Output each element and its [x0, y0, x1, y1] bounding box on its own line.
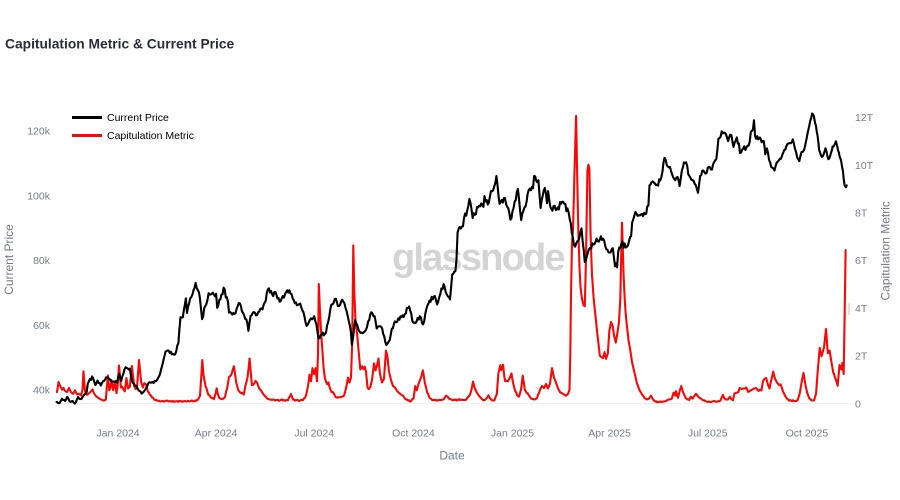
svg-text:40k: 40k — [33, 385, 51, 397]
svg-text:Date: Date — [439, 449, 465, 463]
svg-text:glassnode: glassnode — [392, 237, 564, 279]
svg-text:Capitulation Metric & Current: Capitulation Metric & Current Price — [5, 37, 235, 52]
svg-text:0: 0 — [855, 398, 861, 410]
svg-text:Apr 2024: Apr 2024 — [195, 428, 238, 440]
svg-text:6T: 6T — [855, 255, 868, 267]
svg-text:Jul 2024: Jul 2024 — [294, 428, 334, 440]
svg-text:4T: 4T — [855, 303, 868, 315]
svg-text:Jul 2025: Jul 2025 — [688, 428, 728, 440]
svg-text:8T: 8T — [855, 208, 868, 220]
svg-text:Current Price: Current Price — [107, 112, 169, 124]
svg-text:Oct 2025: Oct 2025 — [786, 428, 829, 440]
svg-text:100k: 100k — [27, 190, 51, 202]
svg-text:Apr 2025: Apr 2025 — [588, 428, 631, 440]
svg-text:Capitulation Metric: Capitulation Metric — [107, 130, 194, 142]
svg-text:Jan 2024: Jan 2024 — [96, 428, 139, 440]
svg-text:10T: 10T — [855, 160, 874, 172]
svg-text:Jan 2025: Jan 2025 — [491, 428, 534, 440]
svg-text:12T: 12T — [855, 112, 874, 124]
svg-text:60k: 60k — [33, 320, 51, 332]
svg-text:Capitulation Metric: Capitulation Metric — [879, 201, 893, 300]
svg-text:Current Price: Current Price — [2, 224, 16, 295]
svg-text:80k: 80k — [33, 255, 51, 267]
svg-text:Oct 2024: Oct 2024 — [392, 428, 435, 440]
svg-text:120k: 120k — [27, 126, 51, 138]
svg-text:2T: 2T — [855, 351, 868, 363]
